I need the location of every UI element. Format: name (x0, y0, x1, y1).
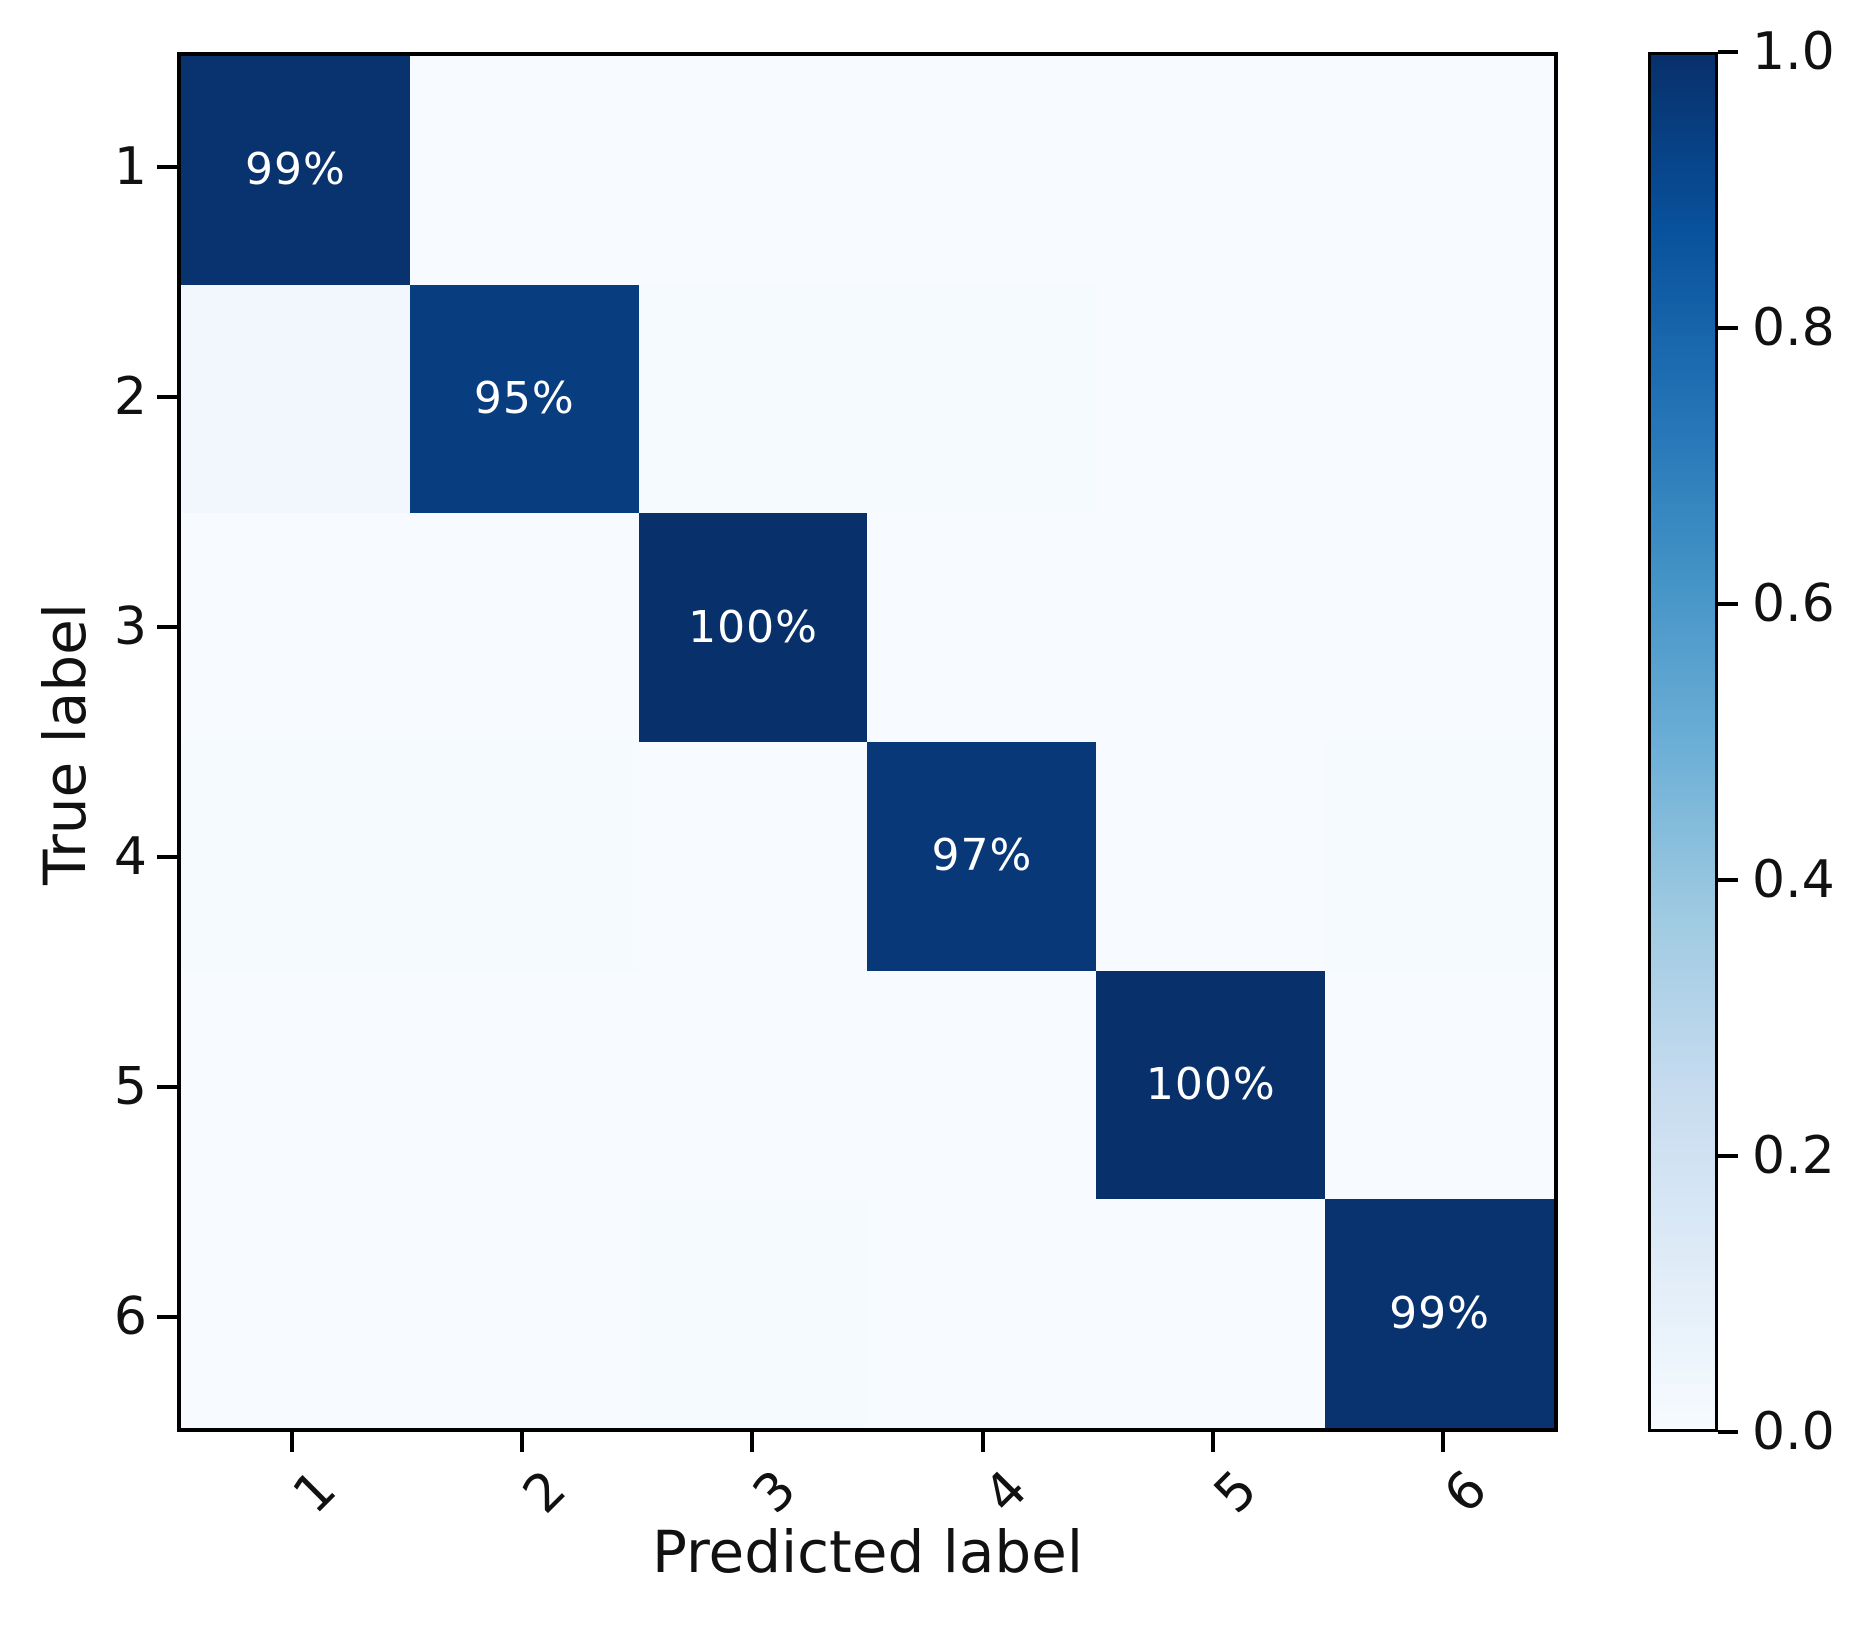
colorbar (1648, 52, 1718, 1432)
x-axis-title: Predicted label (652, 1518, 1083, 1586)
x-tick-6 (1440, 1432, 1445, 1452)
x-tick-4 (980, 1432, 985, 1452)
matrix-cell-r4-c3 (638, 742, 868, 971)
x-tick-1 (290, 1432, 295, 1452)
matrix-cell-r1-c3 (638, 56, 868, 285)
x-tick-3 (750, 1432, 755, 1452)
matrix-cell-r4-c1 (181, 742, 410, 971)
matrix-cell-r3-c5 (1096, 513, 1326, 742)
y-tick-1 (157, 165, 177, 169)
matrix-cell-r3-c2 (409, 513, 639, 742)
y-tick-label-5: 5 (113, 1057, 147, 1117)
colorbar-tick-0.4 (1718, 878, 1738, 882)
colorbar-tick-label-0.2: 0.2 (1752, 1126, 1835, 1186)
colorbar-tick-label-0.6: 0.6 (1752, 574, 1835, 634)
y-axis-title: True label (31, 603, 99, 885)
matrix-cell-r5-c2 (409, 970, 639, 1200)
matrix-cell-r5-c3 (638, 970, 868, 1200)
matrix-cell-r6-c6: 99% (1325, 1199, 1554, 1428)
y-tick-label-1: 1 (113, 137, 147, 197)
y-tick-label-6: 6 (113, 1287, 147, 1347)
y-tick-label-4: 4 (113, 827, 147, 887)
matrix-cell-r6-c5 (1096, 1199, 1326, 1428)
x-tick-label-1: 1 (281, 1459, 348, 1526)
colorbar-tick-1.0 (1718, 50, 1738, 54)
colorbar-tick-0.2 (1718, 1154, 1738, 1158)
matrix-cell-r1-c6 (1325, 56, 1554, 285)
colorbar-tick-0.6 (1718, 602, 1738, 606)
matrix-cell-r2-c2: 95% (409, 284, 639, 514)
x-tick-2 (520, 1432, 525, 1452)
matrix-cell-r4-c5 (1096, 742, 1326, 971)
x-tick-label-2: 2 (512, 1459, 578, 1526)
colorbar-tick-0.8 (1718, 326, 1738, 330)
matrix-cell-r3-c6 (1325, 513, 1554, 742)
colorbar-tick-0.0 (1718, 1430, 1738, 1434)
matrix-cell-r6-c1 (181, 1199, 410, 1428)
colorbar-tick-label-1.0: 1.0 (1752, 22, 1835, 82)
matrix-cell-r6-c3 (638, 1199, 868, 1428)
heatmap-grid: 99% 95% 100% 97% 100% 99% (181, 56, 1554, 1428)
y-tick-label-2: 2 (113, 367, 147, 427)
cell-value-label-r3-c3: 100% (688, 601, 818, 653)
y-tick-6 (157, 1315, 177, 1319)
x-tick-5 (1210, 1432, 1215, 1452)
matrix-cell-r3-c1 (181, 513, 410, 742)
cell-value-label-r1-c1: 99% (245, 144, 346, 196)
colorbar-tick-label-0.8: 0.8 (1752, 298, 1835, 358)
colorbar-tick-label-0.4: 0.4 (1752, 850, 1835, 910)
colorbar-tick-label-0.0: 0.0 (1752, 1402, 1835, 1462)
matrix-cell-r2-c6 (1325, 284, 1554, 514)
matrix-cell-r1-c1: 99% (181, 56, 410, 285)
y-tick-label-3: 3 (113, 597, 147, 657)
matrix-cell-r3-c3: 100% (638, 513, 868, 742)
heatmap-plot: 99% 95% 100% 97% 100% 99% (177, 52, 1558, 1432)
matrix-cell-r2-c4 (867, 284, 1097, 514)
matrix-cell-r4-c2 (409, 742, 639, 971)
matrix-cell-r5-c1 (181, 970, 410, 1200)
matrix-cell-r4-c6 (1325, 742, 1554, 971)
matrix-cell-r2-c1 (181, 284, 410, 514)
matrix-cell-r1-c5 (1096, 56, 1326, 285)
y-tick-5 (157, 1085, 177, 1089)
x-tick-label-3: 3 (742, 1459, 809, 1526)
matrix-cell-r1-c2 (409, 56, 639, 285)
cell-value-label-r2-c2: 95% (473, 372, 575, 424)
matrix-cell-r2-c3 (638, 284, 868, 514)
matrix-cell-r5-c4 (867, 970, 1097, 1200)
matrix-cell-r6-c4 (867, 1199, 1097, 1428)
x-tick-label-6: 6 (1432, 1459, 1499, 1526)
matrix-cell-r1-c4 (867, 56, 1097, 285)
matrix-cell-r5-c5: 100% (1096, 970, 1326, 1200)
matrix-cell-r5-c6 (1325, 970, 1554, 1200)
cell-value-label-r5-c5: 100% (1145, 1058, 1276, 1110)
matrix-cell-r4-c4: 97% (867, 742, 1097, 971)
y-tick-3 (157, 625, 177, 629)
matrix-cell-r3-c4 (867, 513, 1097, 742)
x-tick-label-4: 4 (972, 1459, 1039, 1526)
matrix-cell-r6-c2 (409, 1199, 639, 1428)
y-tick-4 (157, 855, 177, 859)
x-tick-label-5: 5 (1202, 1459, 1269, 1526)
matrix-cell-r2-c5 (1096, 284, 1326, 514)
cell-value-label-r6-c6: 99% (1389, 1287, 1490, 1339)
y-tick-2 (157, 395, 177, 399)
cell-value-label-r4-c4: 97% (931, 830, 1033, 882)
